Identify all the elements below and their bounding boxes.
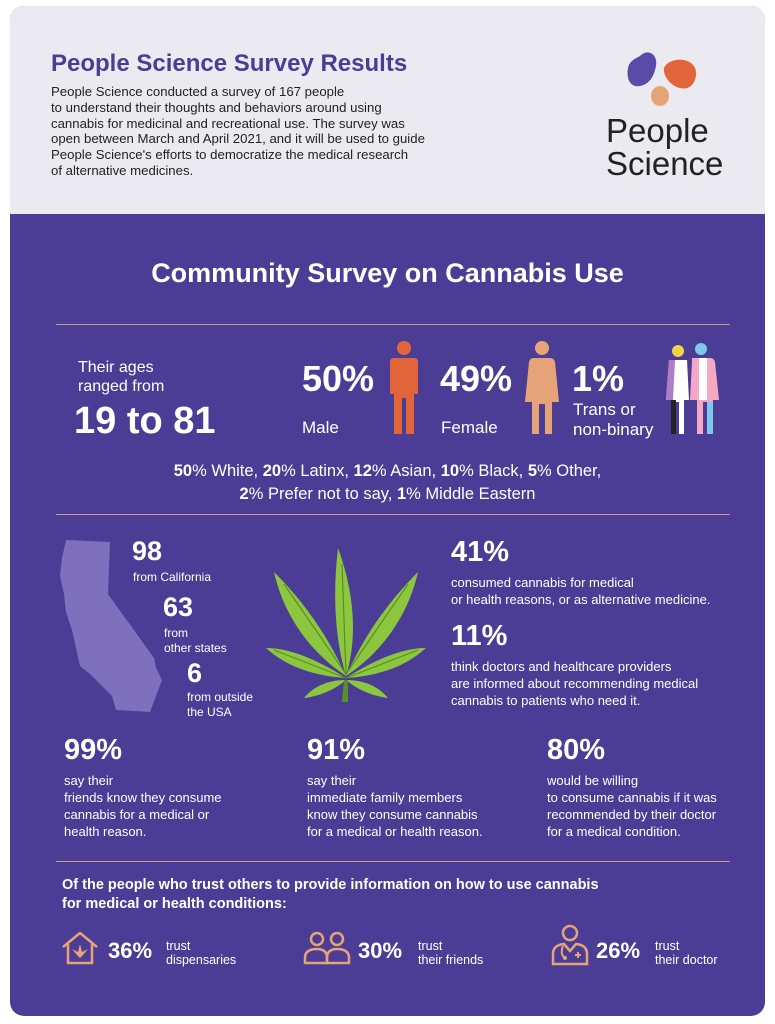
trans-figures-icon [666, 343, 719, 434]
outside-usa-count: 6 [187, 658, 203, 688]
logo-wordmark: People Science [606, 112, 724, 182]
ages-range: 19 to 81 [74, 400, 216, 442]
dispensary-house-icon [62, 931, 98, 965]
male-percent: 50% [302, 358, 375, 399]
doctor-icon [551, 924, 589, 966]
friends-know-text: say their friends know they consume cann… [64, 773, 222, 839]
other-states-count: 63 [163, 592, 194, 622]
doctor-label: trust their doctor [655, 939, 718, 967]
male-figure-icon [390, 341, 418, 434]
medical-use-text: consumed cannabis for medical or health … [451, 575, 711, 607]
female-percent: 49% [440, 358, 513, 399]
header-section: People Science Survey Results People Sci… [10, 6, 765, 214]
friends-label: trust their friends [418, 939, 484, 967]
friends-icon [303, 931, 351, 965]
female-figure-icon [525, 341, 559, 434]
divider [56, 861, 730, 862]
section-title: Community Survey on Cannabis Use [151, 258, 624, 288]
intro-text: People Science conducted a survey of 167… [51, 84, 425, 178]
dispensaries-percent: 36% [108, 938, 153, 963]
infographic-card: People Science Survey Results People Sci… [10, 6, 765, 1016]
male-label: Male [302, 418, 339, 437]
california-count: 98 [132, 536, 163, 566]
friends-percent: 30% [358, 938, 403, 963]
divider [56, 324, 730, 325]
ethnicity-breakdown: 50% White, 20% Latinx, 12% Asian, 10% Bl… [173, 462, 602, 503]
people-science-logo-icon [627, 52, 697, 106]
other-states-label: from other states [164, 626, 227, 655]
friends-know-percent: 99% [64, 734, 123, 766]
willing-percent: 80% [547, 734, 606, 766]
family-know-percent: 91% [307, 734, 366, 766]
trust-question: Of the people who trust others to provid… [62, 877, 599, 912]
doctor-percent: 26% [596, 938, 641, 963]
dispensaries-label: trust dispensaries [166, 939, 237, 967]
willing-text: would be willing to consume cannabis if … [547, 773, 717, 839]
cannabis-leaf-icon [266, 548, 426, 702]
trans-label: Trans or non-binary [573, 400, 654, 439]
female-label: Female [441, 418, 498, 437]
doctors-informed-text: think doctors and healthcare providers a… [451, 659, 699, 708]
doctors-informed-percent: 11% [451, 620, 508, 652]
ages-label: Their ages ranged from [78, 359, 165, 395]
family-know-text: say their immediate family members know … [307, 773, 483, 839]
outside-usa-label: from outside the USA [187, 690, 254, 719]
california-label: from California [133, 570, 212, 584]
trans-percent: 1% [572, 358, 625, 399]
medical-use-percent: 41% [451, 536, 510, 568]
page-title: People Science Survey Results [51, 50, 408, 77]
california-map-icon [60, 540, 162, 712]
divider [56, 514, 730, 515]
